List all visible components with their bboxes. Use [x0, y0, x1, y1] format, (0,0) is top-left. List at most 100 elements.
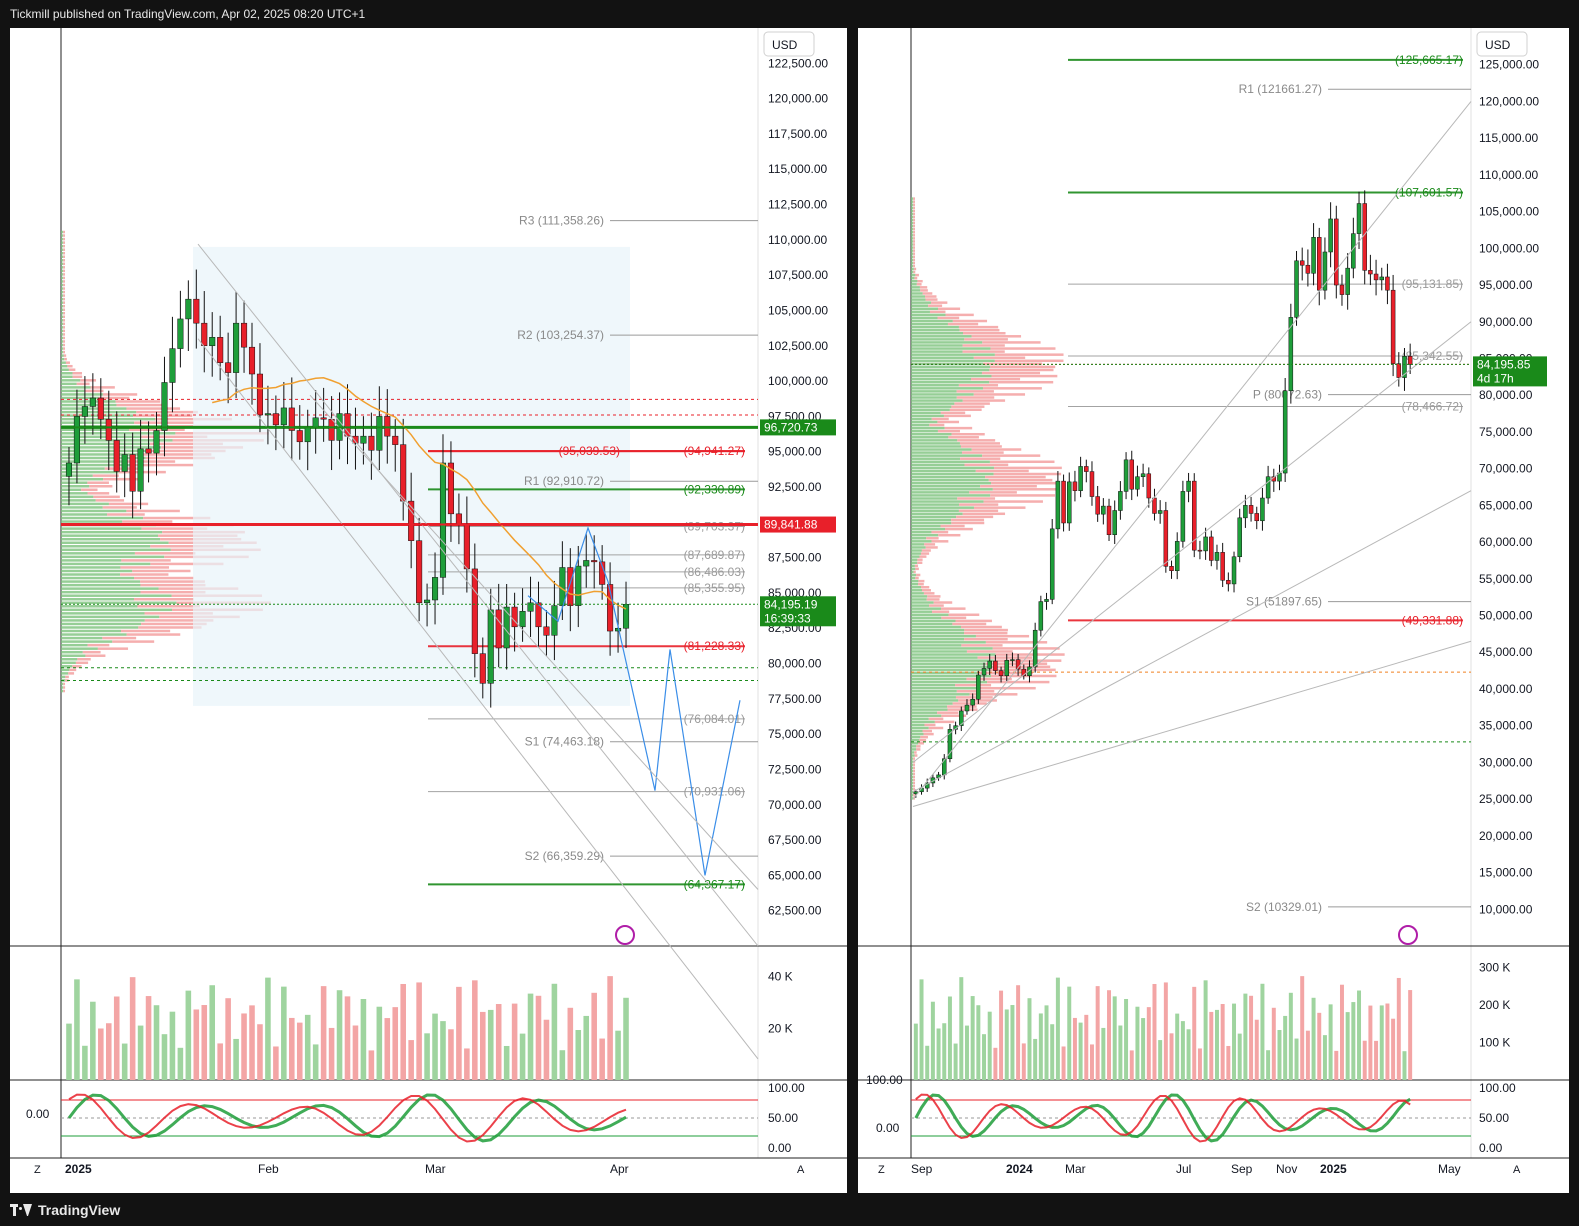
volume-profile-bar-up	[61, 654, 86, 657]
volume-profile-bar-down	[919, 555, 927, 558]
volume-profile-bar-up	[911, 742, 919, 745]
volume-profile-bar-up	[911, 417, 932, 421]
volume-bar	[304, 1014, 311, 1080]
chart-panel-left[interactable]: USD 62,500.00 65,000.00 67,500.00 70,000.00 7…	[10, 28, 847, 1193]
candle-body	[1237, 517, 1242, 558]
currency-button[interactable]	[763, 31, 815, 57]
candle-body	[1101, 505, 1106, 515]
volume-profile-bar-down	[913, 234, 915, 237]
volume-profile-bar-down	[919, 286, 928, 289]
volume-profile-bar-up	[911, 460, 990, 464]
volume-bar	[1379, 1005, 1384, 1080]
candle-body	[1334, 218, 1339, 286]
pivot-label: S1 (74,463.18)	[525, 735, 604, 749]
volume-profile-bar-up	[911, 374, 992, 378]
volume-profile-bar-down	[914, 564, 919, 568]
volume-profile-bar-down	[63, 273, 65, 276]
volume-bar	[456, 986, 462, 1080]
volume-profile-bar-down	[977, 656, 1033, 659]
volume-profile-bar-down	[913, 203, 915, 206]
volume-profile-bar-up	[911, 760, 914, 763]
zoom-button[interactable]: Z	[34, 1164, 41, 1176]
volume-profile-bar-up	[911, 570, 914, 574]
volume-profile-bar-down	[924, 723, 936, 727]
volume-profile-bar-up	[911, 436, 949, 439]
chart-panel-right[interactable]: USD 10,000.00 15,000.00 20,000.00 25,000.00 3…	[858, 28, 1569, 1193]
volume-profile-bar-up	[61, 237, 64, 241]
candle-body	[1265, 476, 1271, 499]
volume-profile-bar-down	[971, 335, 1022, 338]
channel-line	[197, 338, 759, 1060]
volume-profile-bar-up	[61, 432, 176, 435]
candle-body	[129, 454, 136, 492]
volume-profile-bar-down	[916, 745, 921, 748]
volume-profile-bar-up	[61, 304, 64, 308]
countdown-label: 16:39:33	[764, 611, 811, 625]
volume-profile-bar-down	[63, 269, 65, 273]
volume-profile-bar-down	[134, 552, 196, 555]
volume-profile-bar-up	[911, 702, 953, 705]
auto-scale-button[interactable]: A	[797, 1164, 805, 1176]
volume-profile-bar-down	[150, 442, 223, 446]
volume-profile-bar-down	[932, 610, 950, 613]
candle-body	[272, 413, 279, 426]
volume-bar	[392, 1007, 399, 1080]
volume-profile-bar-down	[933, 601, 953, 604]
volume-profile-bar-down	[920, 735, 928, 739]
volume-profile-bar-up	[61, 269, 64, 273]
volume-profile-bar-down	[143, 453, 212, 456]
volume-profile-bar-up	[61, 633, 127, 636]
volume-bar	[249, 1005, 255, 1080]
volume-profile-bar-up	[911, 221, 914, 225]
volume-profile-bar-up	[911, 607, 941, 610]
volume-profile-bar-up	[911, 494, 991, 497]
volume-profile-bar-down	[80, 379, 97, 382]
volume-bar	[1016, 985, 1021, 1080]
candle-body	[1407, 356, 1413, 365]
candle-body	[241, 322, 248, 348]
candle-body	[981, 668, 987, 676]
volume-profile-bar-down	[989, 368, 1054, 372]
chart-svg-right[interactable]: USD 10,000.00 15,000.00 20,000.00 25,000.00 3…	[858, 28, 1569, 1193]
volume-profile-bar-down	[84, 389, 104, 393]
volume-profile-bar-up	[61, 442, 151, 446]
volume-bar	[145, 996, 152, 1080]
volume-profile-bar-up	[911, 475, 986, 479]
volume-bar	[1311, 997, 1316, 1080]
candle-body	[1226, 580, 1231, 585]
y-tick-label: 90,000.00	[1479, 315, 1533, 329]
candle-body	[1368, 270, 1373, 275]
volume-profile-bar-down	[928, 304, 943, 307]
zoom-button[interactable]: Z	[878, 1164, 885, 1176]
volume-profile-bar-up	[911, 387, 983, 390]
volume-profile-bar-down	[913, 209, 915, 213]
volume-bar	[947, 996, 952, 1080]
chart-svg-left[interactable]: USD 62,500.00 65,000.00 67,500.00 70,000.00 7…	[10, 28, 847, 1193]
volume-bar	[1339, 984, 1344, 1080]
candle-body	[1038, 601, 1044, 631]
volume-bar	[479, 1011, 486, 1080]
volume-profile-bar-down	[987, 680, 1050, 684]
auto-scale-button[interactable]: A	[1513, 1164, 1521, 1176]
candle-body	[161, 382, 168, 431]
volume-bar	[233, 1038, 239, 1080]
y-tick-label: 25,000.00	[1479, 792, 1533, 806]
volume-profile-bar-up	[911, 261, 914, 265]
candle-body	[1203, 536, 1208, 552]
footer-brand[interactable]: TradingView	[10, 1202, 120, 1218]
volume-profile-bar-down	[944, 527, 973, 531]
volume-profile-bar-up	[911, 622, 953, 626]
fib-label: (125,665.17)	[1395, 53, 1463, 67]
candle-body	[217, 337, 224, 363]
fib-label: (81,228.33)	[684, 639, 745, 653]
volume-profile-bar-down	[913, 206, 915, 210]
volume-profile-bar-down	[132, 569, 191, 573]
volume-profile-bar-up	[61, 629, 122, 633]
volume-profile-bar-down	[141, 622, 207, 626]
candle-body	[1311, 237, 1316, 274]
volume-profile-bar-down	[913, 772, 915, 776]
candle-body	[1345, 267, 1350, 295]
volume-profile-bar-up	[911, 797, 914, 800]
candle-body	[400, 444, 407, 502]
currency-button[interactable]	[1476, 31, 1528, 57]
